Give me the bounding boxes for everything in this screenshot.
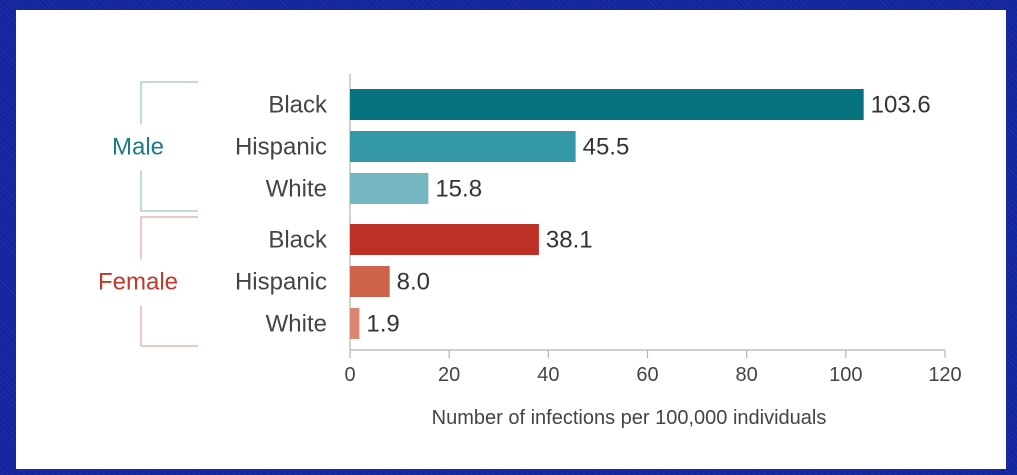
group-bracket-top [140, 216, 198, 260]
group-label: Male [112, 134, 164, 161]
category-label: White [266, 311, 327, 338]
category-label: White [266, 176, 327, 203]
x-axis-label: Number of infections per 100,000 individ… [432, 407, 827, 429]
data-label: 1.9 [366, 311, 399, 338]
x-tick-label: 100 [829, 364, 862, 386]
chart-panel: 0 20 40 60 80 100 120 Number of infections per … [16, 10, 1006, 469]
data-label: 103.6 [871, 92, 931, 119]
bar [350, 173, 429, 204]
x-tick-label: 20 [438, 364, 460, 386]
group-bracket-bottom [140, 305, 198, 347]
data-label: 38.1 [546, 227, 593, 254]
bar [350, 266, 390, 297]
group-bracket-bottom [140, 170, 198, 212]
x-tick-label: 120 [928, 364, 961, 386]
data-label: 15.8 [435, 176, 482, 203]
x-tick-label: 40 [537, 364, 559, 386]
category-label: Black [268, 92, 328, 119]
data-label: 45.5 [583, 134, 630, 161]
x-tick-label: 80 [736, 364, 758, 386]
data-label: 8.0 [397, 269, 430, 296]
bar [350, 89, 864, 120]
x-tick-label: 60 [636, 364, 658, 386]
category-label: Hispanic [235, 269, 327, 296]
category-label: Hispanic [235, 134, 327, 161]
group-label: Female [98, 269, 178, 296]
bar [350, 308, 360, 339]
x-tick-label: 0 [344, 364, 355, 386]
bar [350, 131, 576, 162]
group-bracket-top [140, 81, 198, 125]
bar [350, 224, 539, 255]
category-label: Black [268, 227, 328, 254]
bar-chart: 0 20 40 60 80 100 120 Number of infections per … [98, 74, 962, 429]
